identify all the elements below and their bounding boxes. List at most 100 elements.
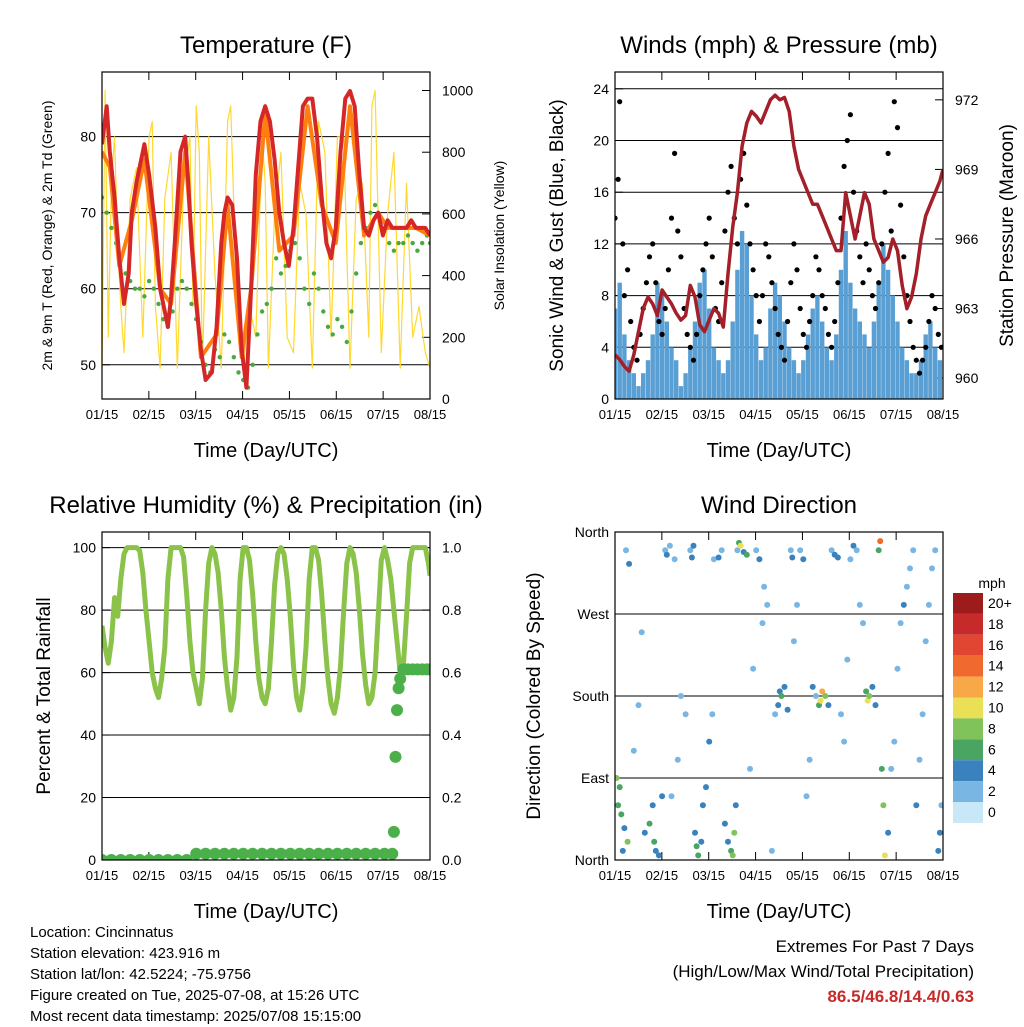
direction-point: [674, 756, 681, 763]
x-tick-label: 01/15: [599, 407, 632, 422]
legend-label: 16: [988, 637, 1004, 653]
direction-point: [703, 784, 709, 791]
wind-speed-bar: [716, 360, 721, 399]
direction-point: [677, 693, 684, 699]
x-tick-label: 06/15: [833, 868, 866, 883]
gust-point: [907, 318, 913, 325]
wind-speed-bar: [848, 282, 853, 399]
direction-point: [624, 838, 631, 845]
direction-point: [935, 847, 942, 854]
gust-point: [656, 318, 662, 325]
wind-speed-bar: [758, 360, 764, 399]
dewpoint-point: [325, 324, 331, 329]
legend-label: 6: [988, 741, 996, 757]
rainfall-point: [350, 847, 363, 860]
legend-swatch: [953, 760, 983, 782]
direction-point: [847, 556, 854, 563]
gust-point: [844, 137, 850, 144]
direction-point: [860, 620, 866, 627]
legend-label: 8: [988, 720, 996, 736]
direction-point: [688, 554, 695, 561]
gust-point: [659, 331, 665, 337]
gust-point: [615, 215, 618, 221]
legend-swatch: [953, 718, 983, 740]
dewpoint-point: [368, 210, 373, 215]
chart-title: Temperature (F): [180, 32, 352, 59]
direction-point: [828, 547, 835, 554]
direction-point: [687, 547, 694, 554]
x-tick-label: 05/15: [273, 868, 306, 883]
gust-point: [791, 241, 797, 247]
direction-point: [803, 793, 810, 800]
x-tick-label: 04/15: [226, 407, 259, 422]
dewpoint-point: [104, 210, 109, 215]
direction-point: [732, 802, 739, 809]
wind-speed-bar: [885, 269, 891, 399]
direction-point: [671, 556, 678, 563]
dewpoint-point: [226, 339, 232, 345]
dewpoint-point: [250, 362, 255, 367]
y-tick-label: South: [572, 688, 609, 704]
y-tick-label: 70: [80, 205, 96, 221]
wind-speed-bar: [749, 295, 754, 399]
direction-point: [706, 738, 713, 745]
x-tick-label: 03/15: [179, 407, 212, 422]
dewpoint-point: [321, 309, 326, 314]
gust-point: [719, 280, 725, 286]
gust-point: [744, 202, 750, 208]
wind-speed-bar: [895, 321, 900, 399]
dewpoint-point: [307, 301, 312, 307]
gust-point: [803, 344, 810, 350]
direction-point: [698, 838, 705, 845]
gust-point: [932, 305, 938, 312]
dewpoint-point: [278, 271, 284, 276]
gust-point: [829, 344, 835, 350]
wind-speed-bar: [744, 243, 749, 399]
wind-speed-bar: [655, 282, 660, 399]
x-tick-label: 07/15: [367, 407, 400, 422]
gust-point: [706, 215, 712, 221]
direction-point: [630, 747, 637, 754]
gust-point: [628, 318, 634, 325]
rainfall-point: [331, 847, 344, 860]
rainfall-point: [284, 847, 297, 860]
direction-point: [812, 693, 819, 699]
direction-point: [903, 583, 910, 590]
chart-title: Winds (mph) & Pressure (mb): [620, 32, 937, 59]
direction-point: [641, 829, 648, 836]
panel-temperature: Temperature (F) Time (Day/UTC) 01/15 02/15 0…: [39, 32, 507, 462]
dewpoint-point: [264, 301, 269, 307]
y2-axis-label: Solar Insolation (Yellow): [491, 161, 507, 311]
dewpoint-point: [146, 278, 152, 284]
gust-point: [662, 305, 668, 312]
gust-point: [832, 318, 838, 325]
direction-point: [659, 793, 666, 800]
wind-speed-bar: [636, 386, 641, 399]
direction-point: [817, 697, 824, 704]
plot-border: [614, 71, 944, 400]
direction-point: [844, 656, 851, 663]
dewpoint-point: [137, 286, 142, 291]
wind-speed-bar: [763, 347, 768, 399]
x-tick-label: 02/15: [646, 407, 679, 422]
gust-point: [920, 357, 926, 363]
direction-point: [897, 620, 904, 627]
wind-speed-bar: [937, 360, 943, 399]
y-axis-label: Direction (Colored By Speed): [524, 572, 545, 819]
dewpoint-point: [401, 240, 406, 246]
y2-tick-label: 800: [442, 144, 466, 160]
gust-point: [772, 305, 778, 312]
y2-tick-label: 0.0: [442, 852, 462, 868]
direction-point: [784, 706, 791, 713]
rainfall-point: [392, 682, 405, 695]
direction-point: [619, 847, 626, 854]
direction-point: [718, 547, 725, 554]
gust-point: [675, 228, 681, 234]
y-tick-label: 60: [80, 281, 96, 297]
x-tick-label: 06/15: [833, 407, 866, 422]
extremes-title: Extremes For Past 7 Days: [775, 937, 974, 956]
legend-swatch: [953, 802, 983, 823]
dewpoint-point: [217, 355, 222, 360]
wind-speed-bar: [791, 360, 797, 399]
gust-point: [625, 267, 631, 273]
